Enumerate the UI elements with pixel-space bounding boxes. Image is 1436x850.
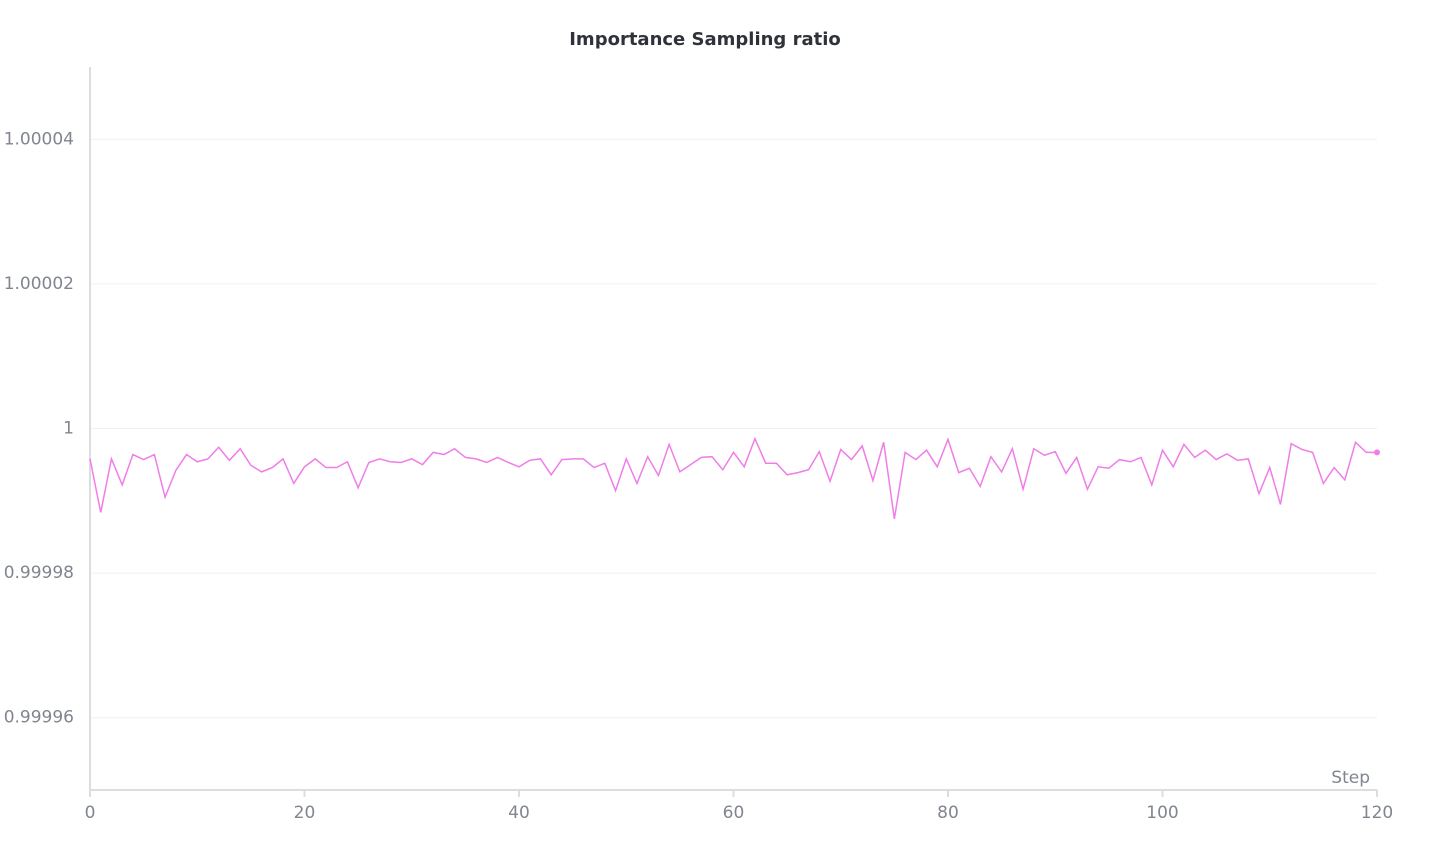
chart-title: Importance Sampling ratio [569, 29, 841, 50]
y-tick-label: 1 [63, 419, 74, 439]
x-tick-label: 60 [723, 803, 745, 823]
x-tick-label: 0 [85, 803, 96, 823]
x-tick-label: 20 [294, 803, 316, 823]
x-tick-label: 120 [1361, 803, 1393, 823]
x-tick-label: 40 [508, 803, 530, 823]
last-point [1374, 449, 1380, 456]
y-tick-label: 1.00004 [4, 129, 74, 149]
y-tick-label: 1.00002 [4, 274, 74, 294]
y-tick-label: 0.99996 [4, 708, 74, 728]
y-tick-label: 0.99998 [4, 563, 74, 583]
x-axis-label: Step [1331, 768, 1370, 788]
x-tick-label: 100 [1146, 803, 1178, 823]
data-line [89, 436, 1377, 519]
x-tick-label: 80 [937, 803, 959, 823]
